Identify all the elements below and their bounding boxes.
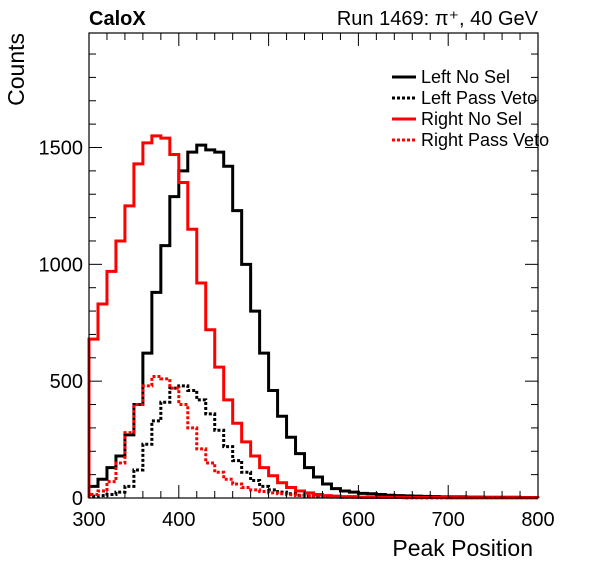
series-line-3 bbox=[87, 374, 540, 500]
axis-layer: 300 400 500 600 700 800 0 500 1000 1500 bbox=[39, 33, 555, 531]
x-axis-title: Peak Position bbox=[392, 535, 533, 561]
y-tick-label-3: 1500 bbox=[39, 137, 84, 159]
legend-label-3: Right Pass Veto bbox=[421, 130, 549, 150]
x-tick-label-3: 600 bbox=[342, 509, 375, 531]
run-info-label: Run 1469: π⁺, 40 GeV bbox=[337, 8, 539, 30]
legend-label-0: Left No Sel bbox=[421, 67, 510, 87]
y-tick-label-2: 1000 bbox=[39, 254, 84, 276]
y-axis-title: Counts bbox=[3, 33, 29, 106]
y-tick-label-1: 500 bbox=[50, 371, 83, 393]
x-tick-label-1: 400 bbox=[162, 509, 195, 531]
y-tick-label-0: 0 bbox=[72, 488, 83, 510]
plot-frame bbox=[88, 32, 539, 499]
series-layer bbox=[87, 134, 540, 500]
legend-label-1: Left Pass Veto bbox=[421, 88, 537, 108]
x-tick-label-2: 500 bbox=[252, 509, 285, 531]
x-tick-label-5: 800 bbox=[521, 509, 554, 531]
series-line-2 bbox=[87, 134, 538, 500]
legend: Left No Sel Left Pass Veto Right No Sel … bbox=[392, 67, 549, 150]
x-tick-label-0: 300 bbox=[72, 509, 105, 531]
x-tick-label-4: 700 bbox=[432, 509, 465, 531]
experiment-label: CaloX bbox=[89, 8, 146, 30]
legend-label-2: Right No Sel bbox=[421, 109, 522, 129]
